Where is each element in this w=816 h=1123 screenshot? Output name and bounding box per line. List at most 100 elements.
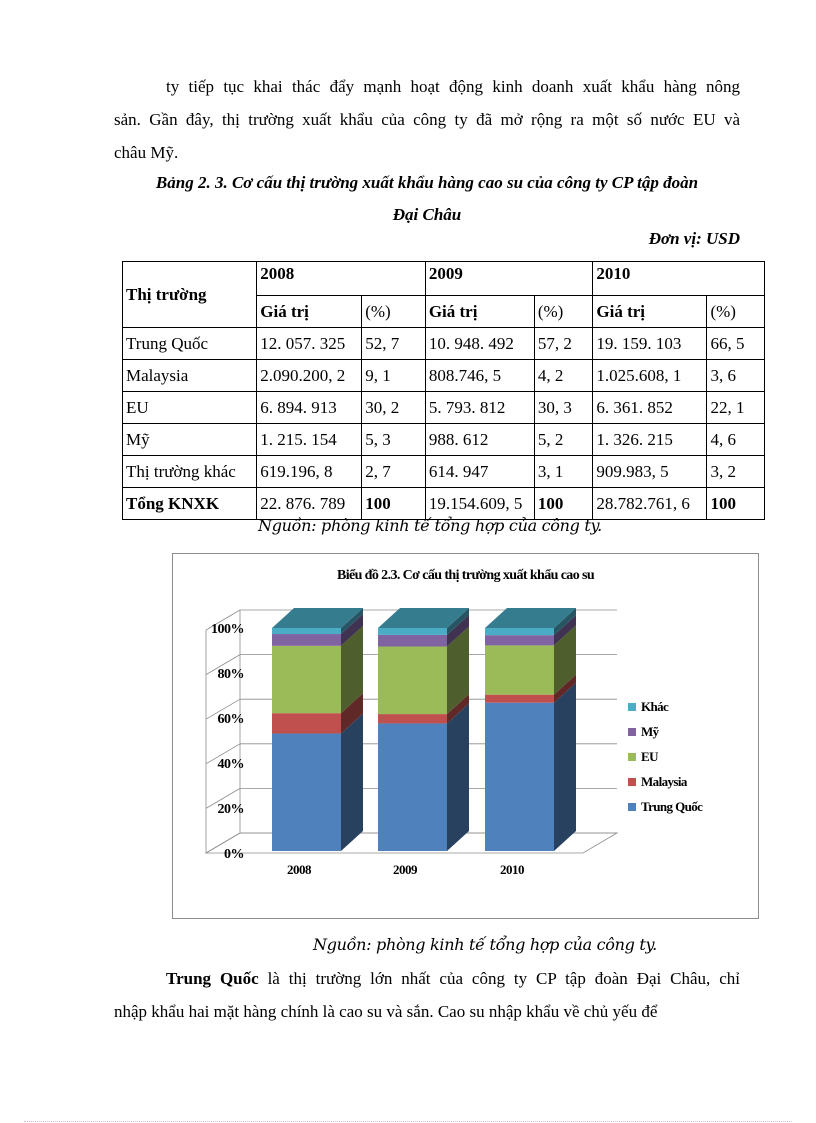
cell-value: 6. 894. 913 bbox=[256, 391, 363, 424]
legend-item-trung-quoc: Trung Quốc bbox=[628, 794, 703, 819]
cell-percent: 4, 6 bbox=[706, 423, 765, 456]
table-row: Malaysia 2.090.200, 2 9, 1 808.746, 5 4,… bbox=[121, 359, 765, 392]
header-value-2008: Giá trị bbox=[256, 295, 363, 328]
x-tick-2008: 2008 bbox=[287, 862, 312, 877]
table-row: EU 6. 894. 913 30, 2 5. 793. 812 30, 3 6… bbox=[121, 391, 765, 424]
cell-value: 2.090.200, 2 bbox=[256, 359, 363, 392]
header-year-2009: 2009 bbox=[424, 261, 594, 296]
row-market: Malaysia bbox=[121, 359, 258, 392]
cell-value: 28.782.761, 6 bbox=[592, 487, 708, 520]
cell-value: 1. 215. 154 bbox=[256, 423, 363, 456]
cell-value: 12. 057. 325 bbox=[256, 327, 363, 360]
header-value-2009: Giá trị bbox=[424, 295, 535, 328]
table-row: Trung Quốc 12. 057. 325 52, 7 10. 948. 4… bbox=[121, 327, 765, 360]
row-market: Thị trường khác bbox=[121, 455, 258, 488]
legend-swatch-trung-quoc bbox=[628, 802, 636, 811]
header-value-2010: Giá trị bbox=[592, 295, 708, 328]
legend-item-eu: EU bbox=[628, 744, 702, 769]
cell-percent: 57, 2 bbox=[533, 327, 594, 360]
cell-value: 5. 793. 812 bbox=[424, 391, 535, 424]
cell-percent: 5, 2 bbox=[533, 423, 594, 456]
header-percent-2009: (%) bbox=[533, 295, 594, 328]
cell-percent: 4, 2 bbox=[533, 359, 594, 392]
chart-source-note: Nguồn: phòng kinh tế tổng hợp của công t… bbox=[313, 935, 657, 954]
cell-percent: 66, 5 bbox=[706, 327, 765, 360]
legend-label: Malaysia bbox=[641, 773, 687, 789]
page-bottom-border bbox=[24, 1121, 792, 1122]
cell-value: 1.025.608, 1 bbox=[592, 359, 708, 392]
table-header-row-sub: Giá trị (%) Giá trị (%) Giá trị (%) bbox=[123, 295, 765, 328]
legend-swatch-my bbox=[628, 727, 636, 736]
y-tick-0: 0% bbox=[224, 847, 245, 862]
table-header-row-years: Thị trường 2008 2009 2010 bbox=[121, 261, 765, 328]
row-market: Mỹ bbox=[121, 423, 258, 456]
intro-line-1: ty tiếp tục khai thác đẩy mạnh hoạt động… bbox=[166, 77, 740, 96]
closing-line-1-rest: là thị trường lớn nhất của công ty CP tậ… bbox=[258, 969, 740, 988]
x-tick-2009: 2009 bbox=[393, 862, 418, 877]
cell-value: 6. 361. 852 bbox=[592, 391, 708, 424]
legend-swatch-khac bbox=[628, 702, 636, 711]
cell-percent: 52, 7 bbox=[361, 327, 426, 360]
intro-line-3: châu Mỹ. bbox=[114, 143, 179, 162]
cell-percent: 3, 2 bbox=[706, 455, 765, 488]
cell-percent: 22, 1 bbox=[706, 391, 765, 424]
cell-percent: 30, 3 bbox=[533, 391, 594, 424]
row-market: EU bbox=[121, 391, 258, 424]
cell-percent: 9, 1 bbox=[361, 359, 426, 392]
chart-legend: Khác Mỹ EU Malaysia Trung Quốc bbox=[628, 694, 703, 819]
cell-value: 1. 326. 215 bbox=[592, 423, 708, 456]
x-tick-2010: 2010 bbox=[500, 862, 525, 877]
legend-label: Mỹ bbox=[641, 723, 659, 739]
legend-item-khac: Khác bbox=[628, 694, 702, 719]
row-market-total: Tổng KNXK bbox=[121, 487, 258, 520]
cell-percent: 3, 1 bbox=[533, 455, 594, 488]
header-year-2008: 2008 bbox=[256, 261, 426, 296]
table-caption-line-2: Đại Châu bbox=[392, 205, 462, 224]
table-total-row: Tổng KNXK 22. 876. 789 100 19.154.609, 5… bbox=[121, 487, 765, 520]
header-year-2010: 2010 bbox=[592, 261, 765, 296]
cell-percent: 3, 6 bbox=[706, 359, 765, 392]
cell-percent: 100 bbox=[533, 487, 594, 520]
export-market-table: Thị trường 2008 2009 2010 Giá trị (%) Gi… bbox=[121, 261, 765, 520]
cell-value: 22. 876. 789 bbox=[256, 487, 363, 520]
chart-title: Biểu đồ 2.3. Cơ cấu thị trường xuất khẩu… bbox=[336, 568, 595, 583]
cell-percent: 5, 3 bbox=[361, 423, 426, 456]
cell-percent: 100 bbox=[361, 487, 426, 520]
y-tick-60: 60% bbox=[217, 712, 245, 727]
cell-value: 19.154.609, 5 bbox=[424, 487, 535, 520]
closing-line-2: nhập khẩu hai mặt hàng chính là cao su v… bbox=[114, 1002, 658, 1021]
cell-value: 909.983, 5 bbox=[592, 455, 708, 488]
closing-lead-bold: Trung Quốc bbox=[166, 969, 259, 988]
cell-value: 10. 948. 492 bbox=[424, 327, 535, 360]
legend-label: EU bbox=[641, 748, 658, 764]
cell-percent: 2, 7 bbox=[361, 455, 426, 488]
table-source-note: Nguồn: phòng kinh tế tổng hợp của công t… bbox=[258, 516, 602, 535]
legend-swatch-eu bbox=[628, 752, 636, 761]
intro-line-2: sản. Gần đây, thị trường xuất khẩu của c… bbox=[114, 110, 740, 129]
y-tick-80: 80% bbox=[217, 667, 245, 682]
legend-label: Trung Quốc bbox=[641, 798, 703, 814]
legend-item-my: Mỹ bbox=[628, 719, 702, 744]
cell-percent: 30, 2 bbox=[361, 391, 426, 424]
table-unit-label: Đơn vị: USD bbox=[648, 229, 740, 248]
legend-label: Khác bbox=[641, 698, 669, 714]
y-tick-100: 100% bbox=[211, 622, 245, 637]
cell-percent: 100 bbox=[706, 487, 765, 520]
closing-line-1: Trung Quốc là thị trường lớn nhất của cô… bbox=[114, 962, 740, 995]
cell-value: 988. 612 bbox=[424, 423, 535, 456]
row-market: Trung Quốc bbox=[121, 327, 258, 360]
cell-value: 19. 159. 103 bbox=[592, 327, 708, 360]
header-market: Thị trường bbox=[121, 261, 258, 328]
table-row: Thị trường khác 619.196, 8 2, 7 614. 947… bbox=[121, 455, 765, 488]
legend-item-malaysia: Malaysia bbox=[628, 769, 702, 794]
header-percent-2010: (%) bbox=[706, 295, 765, 328]
cell-value: 614. 947 bbox=[424, 455, 535, 488]
cell-value: 808.746, 5 bbox=[424, 359, 535, 392]
table-caption-line-1: Bảng 2. 3. Cơ cấu thị trường xuất khẩu h… bbox=[155, 173, 699, 192]
y-tick-20: 20% bbox=[217, 802, 245, 817]
table-row: Mỹ 1. 215. 154 5, 3 988. 612 5, 2 1. 326… bbox=[121, 423, 765, 456]
legend-swatch-malaysia bbox=[628, 777, 636, 786]
header-percent-2008: (%) bbox=[361, 295, 426, 328]
y-tick-40: 40% bbox=[217, 757, 245, 772]
cell-value: 619.196, 8 bbox=[256, 455, 363, 488]
